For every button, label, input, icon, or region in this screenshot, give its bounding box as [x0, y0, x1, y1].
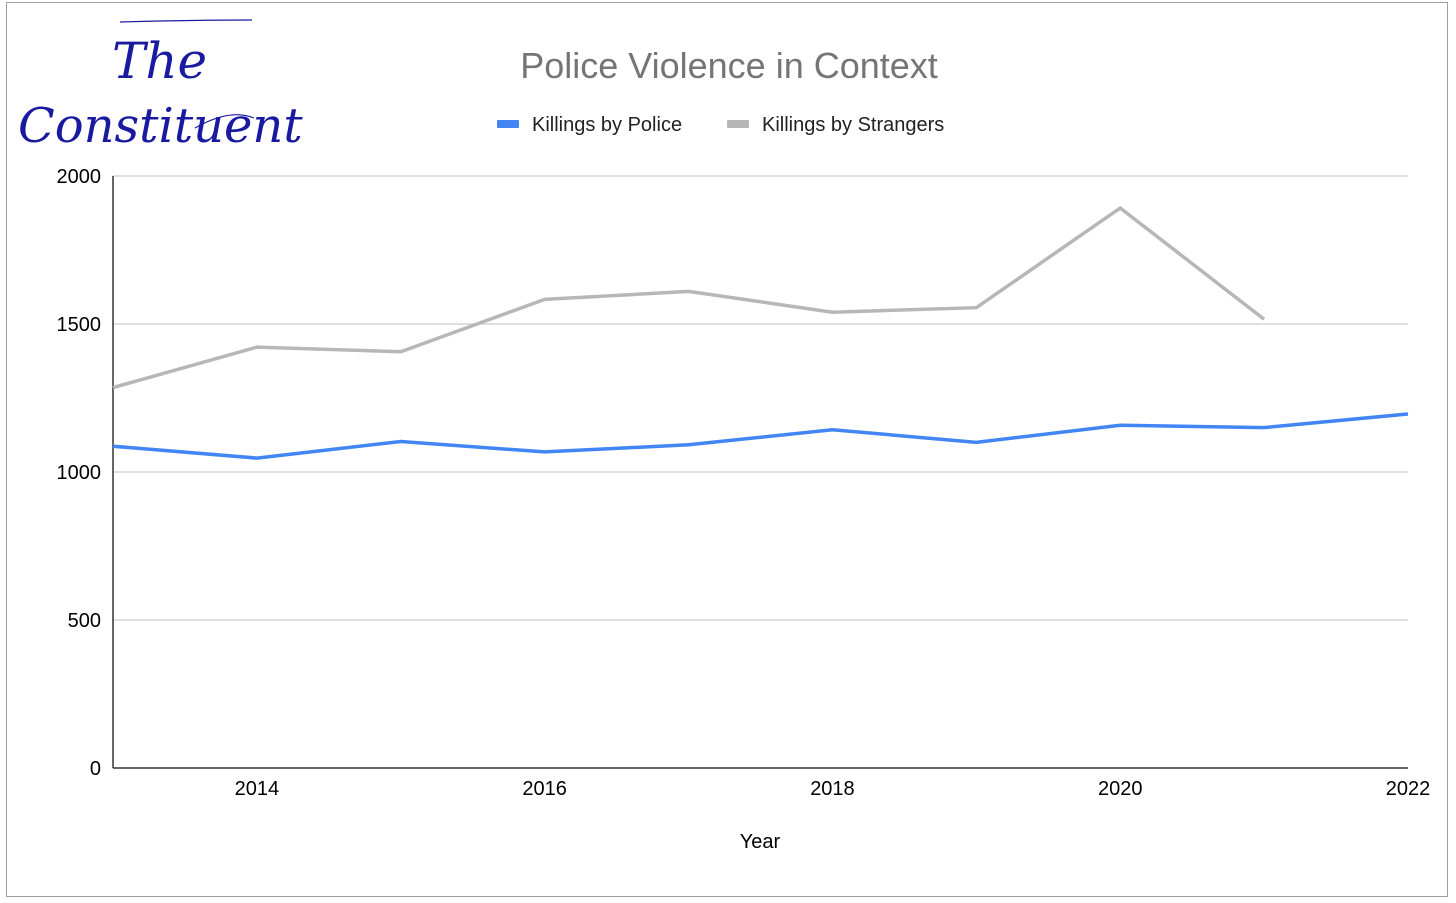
- y-tick-label: 1500: [57, 314, 102, 336]
- series-line-strangers: [112, 205, 1266, 390]
- logo-flourish-bottom: [194, 114, 255, 129]
- legend: Killings by Police Killings by Strangers: [497, 114, 944, 136]
- logo-line-2: Constituent: [18, 98, 303, 154]
- logo: The Constituent: [18, 19, 303, 154]
- logo-flourish-top: [119, 19, 253, 23]
- y-tick-label: 1000: [57, 462, 102, 484]
- y-tick-label: 0: [90, 758, 101, 780]
- legend-swatch-strangers: [727, 120, 749, 128]
- chart-title: Police Violence in Context: [520, 45, 938, 86]
- x-axis-title: Year: [740, 831, 781, 853]
- y-tick-label: 2000: [57, 166, 102, 188]
- series-line-police: [112, 412, 1409, 460]
- x-tick-label: 2016: [522, 778, 567, 800]
- y-tick-label: 500: [68, 610, 101, 632]
- x-tick-label: 2020: [1098, 778, 1143, 800]
- y-axis-ticks: 0 500 1000 1500 2000: [57, 166, 102, 780]
- legend-label-strangers: Killings by Strangers: [762, 114, 944, 136]
- chart-frame: [6, 2, 1448, 897]
- logo-line-1: The: [112, 32, 207, 90]
- x-tick-label: 2018: [810, 778, 855, 800]
- x-tick-label: 2022: [1386, 778, 1431, 800]
- legend-swatch-police: [497, 120, 519, 128]
- legend-label-police: Killings by Police: [532, 114, 682, 136]
- series-lines: [112, 205, 1409, 460]
- gridlines: [113, 175, 1408, 621]
- x-axis-ticks: 2014 2016 2018 2020 2022: [235, 778, 1431, 800]
- x-tick-label: 2014: [235, 778, 280, 800]
